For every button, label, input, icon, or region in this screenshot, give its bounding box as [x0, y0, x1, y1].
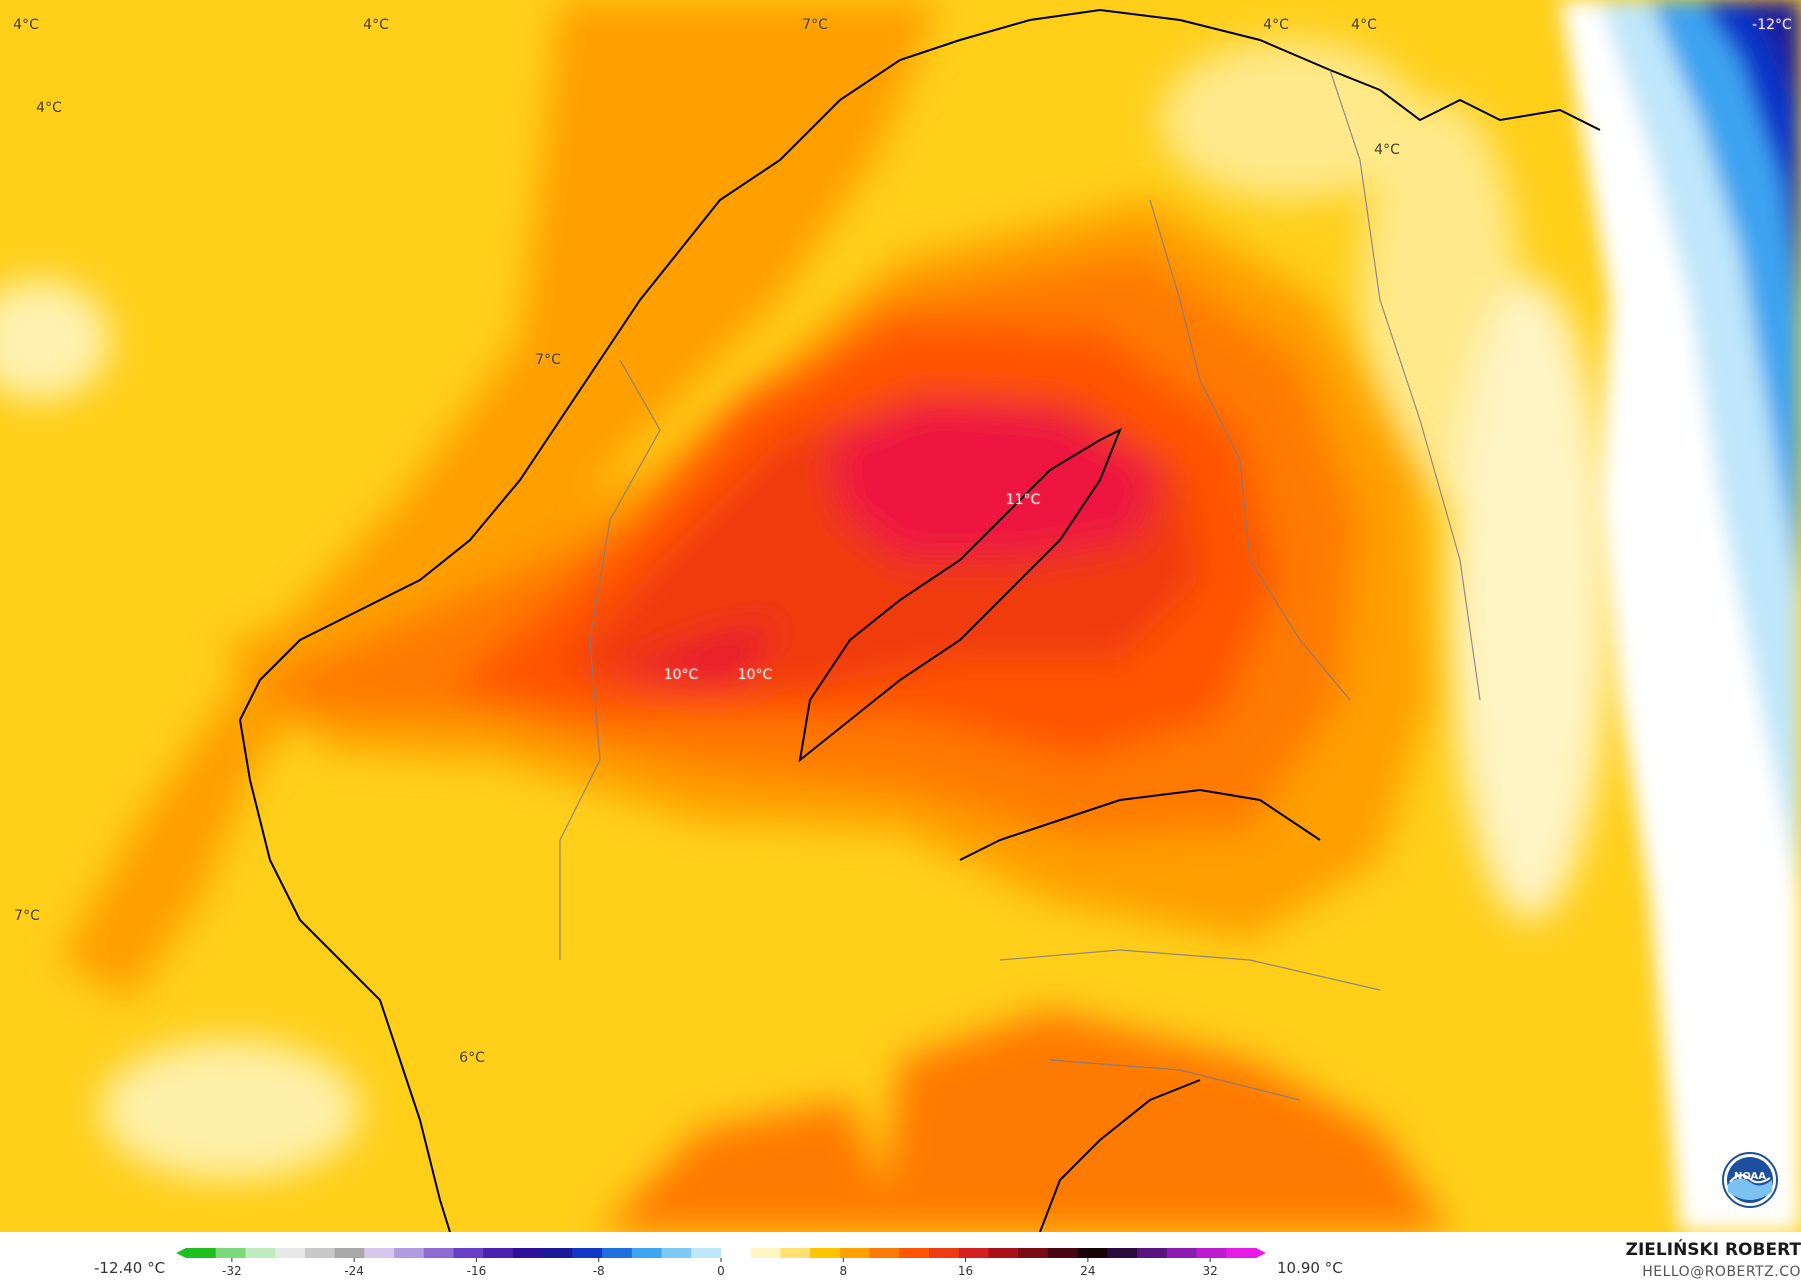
borders — [559, 69, 1481, 1101]
scale-segment — [245, 1248, 276, 1258]
coastlines — [239, 8, 1601, 1232]
scale-segment — [1107, 1248, 1138, 1258]
temperature-map: 4°C 4°C 7°C 4°C 4°C -12°C 4°C 4°C 7°C 11… — [0, 0, 1801, 1232]
scale-arrow-right — [1256, 1248, 1266, 1258]
legend-bar: -12.40 °C -32 -24 -16 -8 0 8 16 24 32 10.90 °C Z… — [0, 1232, 1801, 1287]
scale-segment — [839, 1248, 871, 1258]
scale-segment — [988, 1248, 1019, 1258]
scale-segment — [929, 1248, 960, 1258]
scale-tick-label: 0 — [717, 1264, 725, 1278]
scale-tick-label: 16 — [958, 1264, 973, 1278]
author-name: ZIELIŃSKI ROBERT — [1625, 1240, 1801, 1260]
scale-tick-label: -8 — [593, 1264, 605, 1278]
scale-segment — [215, 1248, 247, 1258]
scale-tick-label: 8 — [839, 1264, 847, 1278]
temp-label: 4°C — [363, 17, 389, 33]
temp-label: 4°C — [1374, 142, 1400, 158]
scale-segment — [958, 1248, 990, 1258]
temp-label: 11°C — [1005, 492, 1041, 508]
scale-segment — [364, 1248, 395, 1258]
scale-segment — [631, 1248, 663, 1258]
color-scale-ticks: -32 -24 -16 -8 0 8 16 24 32 — [222, 1258, 1218, 1278]
scale-tick-label: -16 — [467, 1264, 487, 1278]
noaa-logo-text: NOAA — [1734, 1171, 1766, 1182]
scale-tick-label: 24 — [1080, 1264, 1095, 1278]
scale-tick-label: -24 — [344, 1264, 364, 1278]
temp-label: 4°C — [36, 100, 62, 116]
scale-segment — [423, 1248, 455, 1258]
scale-segment — [661, 1248, 692, 1258]
scale-segment — [1018, 1248, 1049, 1258]
scale-segment — [721, 1248, 752, 1258]
scale-segment — [304, 1248, 336, 1258]
temperature-field — [0, 0, 1801, 1232]
temp-label: 7°C — [535, 352, 561, 368]
scale-segment — [512, 1248, 544, 1258]
temp-label: 4°C — [13, 17, 39, 33]
scale-segment — [1196, 1248, 1227, 1258]
scale-segment — [572, 1248, 603, 1258]
scale-segment — [394, 1248, 425, 1258]
temp-label: 4°C — [1351, 17, 1377, 33]
temp-label: -12°C — [1752, 17, 1792, 33]
scale-segment — [1137, 1248, 1168, 1258]
scale-segment — [691, 1248, 722, 1258]
scale-segment — [869, 1248, 900, 1258]
temp-label: 10°C — [663, 667, 699, 683]
scale-tick-label: -32 — [222, 1264, 242, 1278]
scale-segment — [334, 1248, 365, 1258]
scale-segment — [780, 1248, 811, 1258]
scale-arrow-left — [176, 1248, 186, 1258]
temp-label: 6°C — [459, 1050, 485, 1066]
scale-segment — [899, 1248, 930, 1258]
author-email: HELLO@ROBERTZ.CO — [1642, 1264, 1801, 1280]
legend-max-label: 10.90 °C — [1277, 1259, 1343, 1277]
scale-segment — [275, 1248, 306, 1258]
color-scale-segments — [176, 1248, 1266, 1258]
temp-label: 4°C — [1263, 17, 1289, 33]
color-scale: -32 -24 -16 -8 0 8 16 24 32 — [176, 1248, 1266, 1278]
scale-segment — [750, 1248, 782, 1258]
scale-segment — [1077, 1248, 1108, 1258]
scale-segment — [602, 1248, 633, 1258]
temp-label: 10°C — [737, 667, 773, 683]
scale-segment — [453, 1248, 484, 1258]
scale-segment — [483, 1248, 514, 1258]
temp-label: 7°C — [802, 17, 828, 33]
scale-segment — [186, 1248, 217, 1258]
scale-segment — [1166, 1248, 1198, 1258]
legend-min-label: -12.40 °C — [94, 1259, 166, 1277]
scale-segment — [542, 1248, 573, 1258]
scale-segment — [1226, 1248, 1257, 1258]
temp-label: 7°C — [14, 908, 40, 924]
noaa-logo: NOAA — [1722, 1152, 1778, 1208]
scale-segment — [1047, 1248, 1079, 1258]
scale-tick-label: 32 — [1203, 1264, 1218, 1278]
scale-segment — [810, 1248, 841, 1258]
